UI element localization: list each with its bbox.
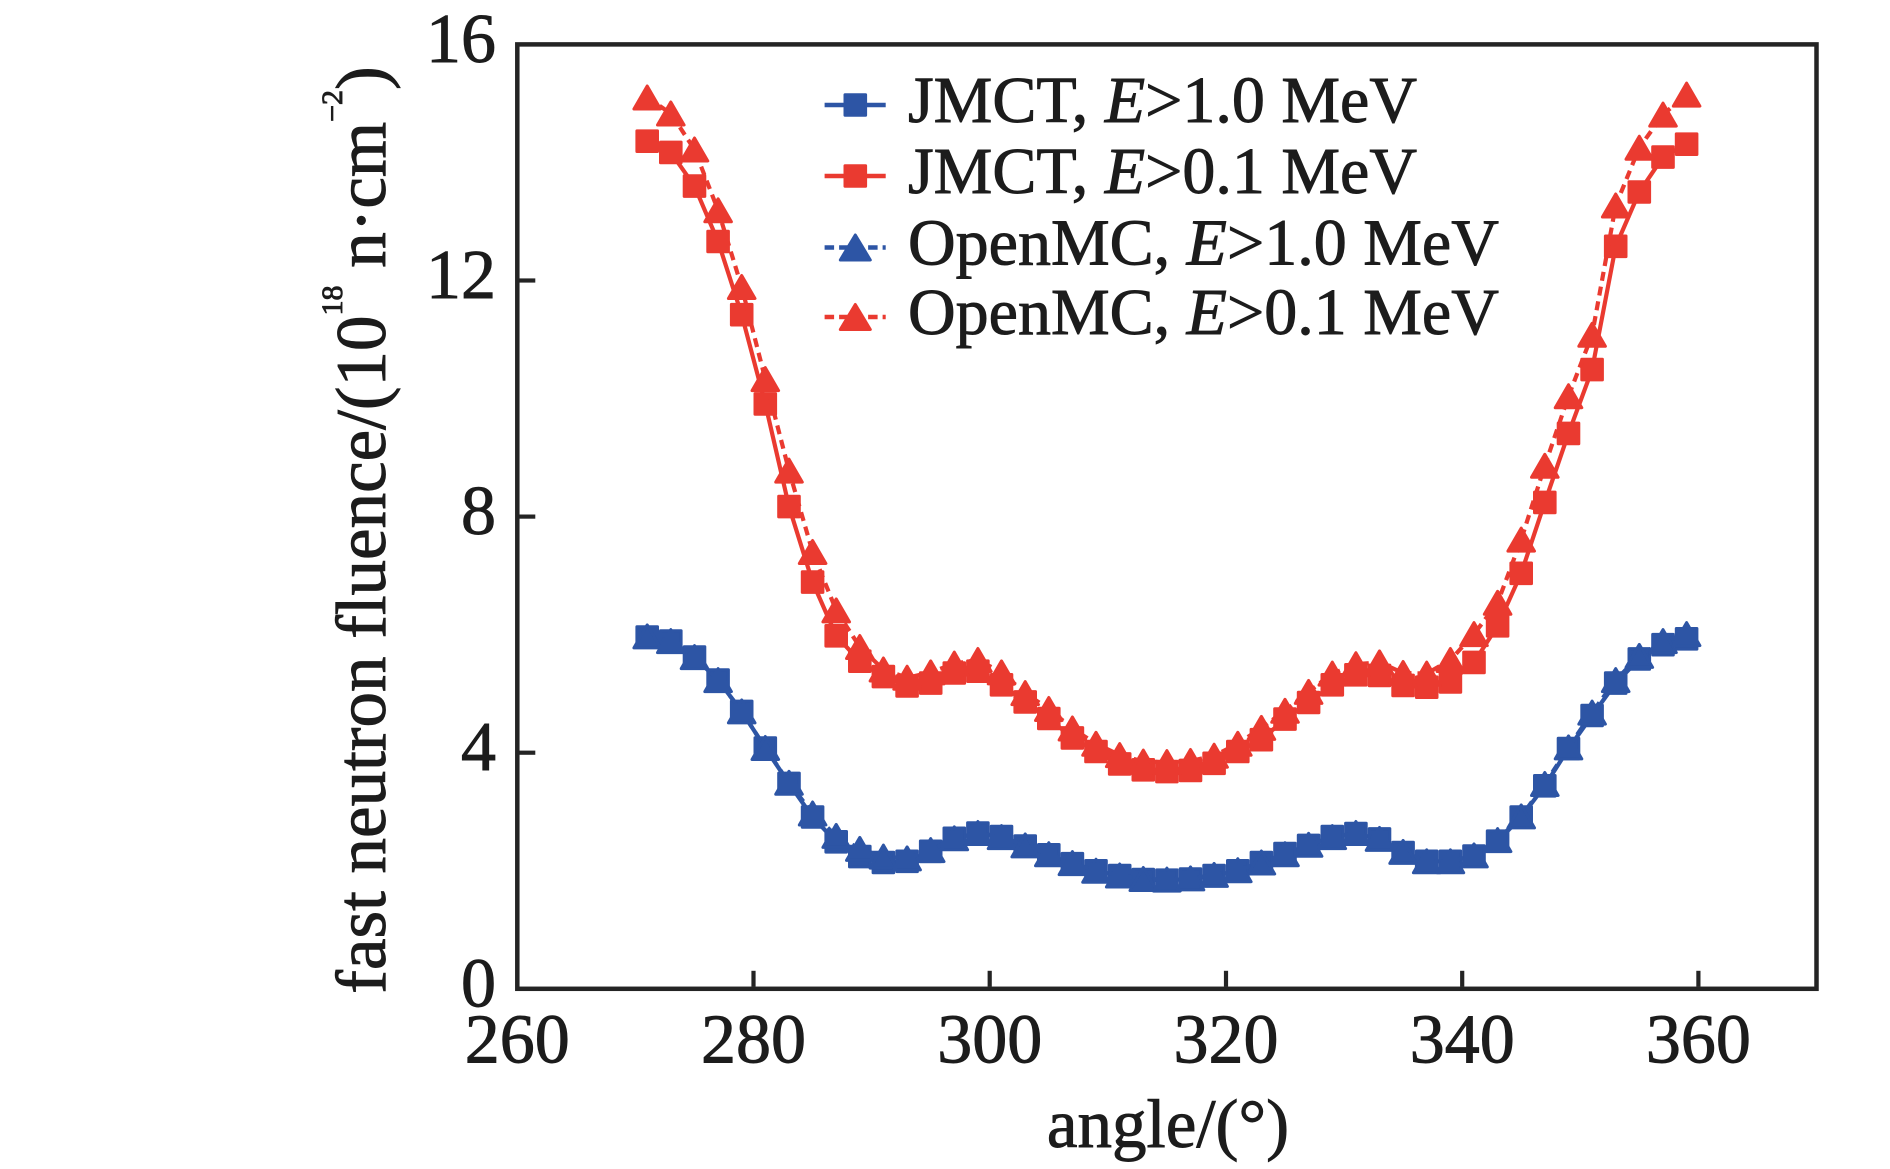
svg-text:JMCT, E>0.1 MeV: JMCT, E>0.1 MeV	[908, 135, 1417, 208]
svg-text:OpenMC, E>1.0 MeV: OpenMC, E>1.0 MeV	[908, 207, 1499, 280]
svg-text:320: 320	[1174, 1002, 1279, 1079]
svg-text:JMCT, E>1.0 MeV: JMCT, E>1.0 MeV	[908, 64, 1417, 137]
svg-text:12: 12	[426, 237, 496, 314]
svg-text:260: 260	[465, 1002, 570, 1079]
svg-text:4: 4	[461, 709, 496, 786]
svg-text:280: 280	[701, 1002, 806, 1079]
svg-text:300: 300	[937, 1002, 1042, 1079]
svg-text:angle/(°): angle/(°)	[1047, 1086, 1289, 1162]
svg-text:fast neutron fluence/(1018 n·c: fast neutron fluence/(1018 n·cm−2)	[316, 66, 401, 993]
svg-text:16: 16	[426, 1, 496, 78]
svg-text:OpenMC, E>0.1 MeV: OpenMC, E>0.1 MeV	[908, 276, 1499, 349]
svg-text:8: 8	[461, 473, 496, 550]
svg-text:0: 0	[461, 945, 496, 1022]
svg-text:360: 360	[1646, 1002, 1751, 1079]
svg-text:340: 340	[1410, 1002, 1515, 1079]
